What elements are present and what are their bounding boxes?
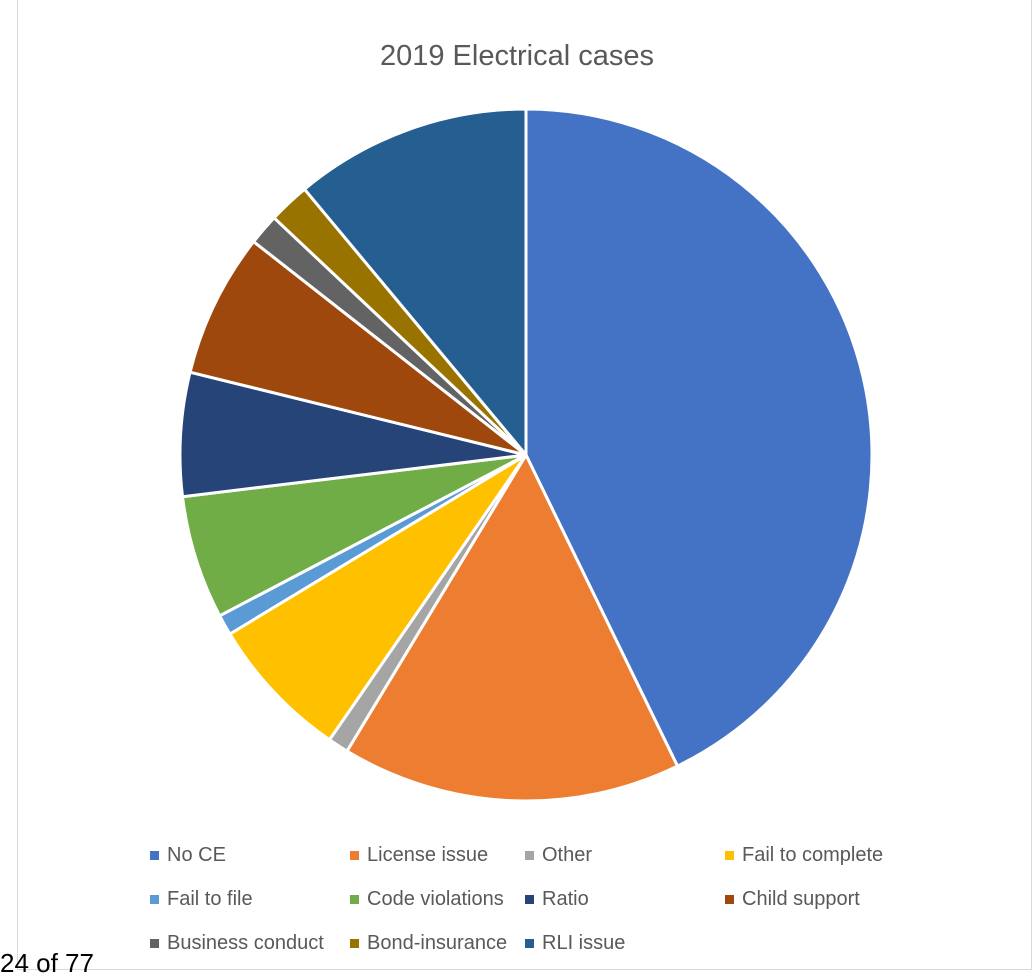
- pie-slice-child-support: [188, 240, 528, 457]
- legend-row: No CE License issue Other Fail to complete: [150, 841, 950, 869]
- legend-label: No CE: [167, 843, 226, 866]
- legend-swatch: [150, 850, 159, 860]
- legend-swatch: [150, 894, 159, 904]
- legend-swatch: [725, 850, 734, 860]
- legend-item: Business conduct: [150, 929, 350, 957]
- legend-item: Fail to complete: [725, 841, 945, 869]
- legend-item: Ratio: [525, 885, 725, 913]
- legend-swatch: [350, 938, 359, 948]
- legend-label: Ratio: [542, 887, 589, 910]
- legend-item: Child support: [725, 885, 945, 913]
- legend-label: Bond-insurance: [367, 931, 508, 954]
- legend-item: Bond-insurance: [350, 929, 525, 957]
- legend-label: Code violations: [367, 887, 504, 910]
- legend-item: Fail to file: [150, 885, 350, 913]
- legend-item: Code violations: [350, 885, 525, 913]
- pie-slice-ratio: [178, 370, 528, 499]
- legend-label: License issue: [367, 843, 489, 866]
- legend-label: RLI issue: [542, 931, 626, 954]
- pie-slice-license-issue: [345, 453, 679, 803]
- legend-label: Fail to file: [167, 887, 253, 910]
- pie-slice-rli-issue: [302, 107, 528, 457]
- legend-swatch: [350, 850, 359, 860]
- legend-swatch: [525, 938, 534, 948]
- legend-item: License issue: [350, 841, 525, 869]
- legend-row: Business conduct Bond-insurance RLI issue: [150, 929, 950, 957]
- legend-item: No CE: [150, 841, 350, 869]
- legend-swatch: [725, 894, 734, 904]
- chart-title: 2019 Electrical cases: [379, 40, 655, 72]
- legend-item: RLI issue: [525, 929, 725, 957]
- legend-swatch: [150, 938, 159, 948]
- legend-item: Other: [525, 841, 725, 869]
- legend-label: Fail to complete: [742, 843, 884, 866]
- pie-slice-no-ce: [524, 107, 874, 768]
- legend-swatch: [525, 894, 534, 904]
- page-number: 24 of 77: [0, 948, 94, 978]
- legend-label: Other: [542, 843, 593, 866]
- legend-row: Fail to file Code violations Ratio Child su…: [150, 885, 950, 913]
- legend-label: Child support: [742, 887, 860, 910]
- legend-swatch: [350, 894, 359, 904]
- legend-swatch: [525, 850, 534, 860]
- pie-slice-fail-to-complete: [228, 453, 528, 742]
- legend-label: Business conduct: [167, 931, 324, 954]
- pie-slice-code-violations: [181, 453, 528, 618]
